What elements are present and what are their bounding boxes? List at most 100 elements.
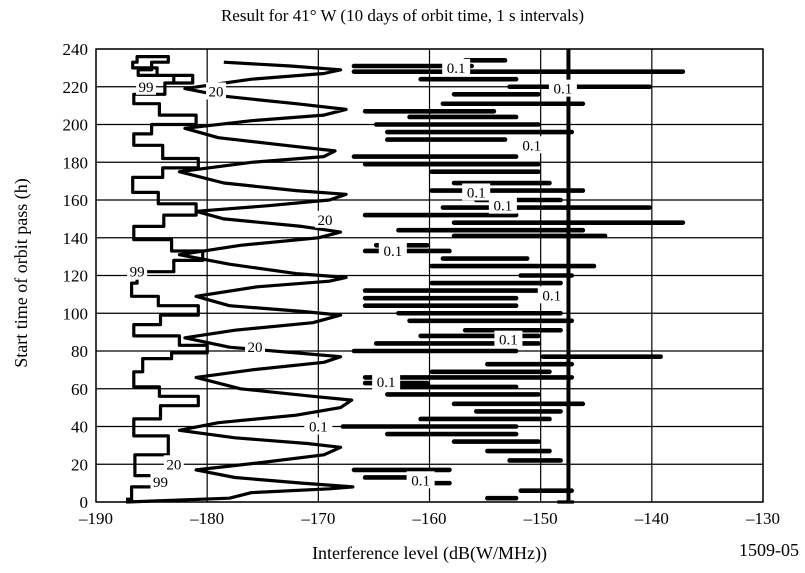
interference-bar <box>429 169 541 174</box>
y-tick-label: 220 <box>63 78 89 97</box>
contour-label: 0.1 <box>442 58 471 77</box>
svg-text:0.1: 0.1 <box>499 333 518 349</box>
interference-bar <box>362 288 552 293</box>
interference-bar <box>362 295 519 301</box>
svg-text:0.1: 0.1 <box>554 82 573 98</box>
interference-bar <box>451 233 608 239</box>
svg-text:0.1: 0.1 <box>522 138 541 154</box>
interference-bar <box>362 108 497 114</box>
interference-bar <box>385 431 519 437</box>
contour-labels: 99 99 99 20 20 20 20 0.1 0.1 0.1 0.1 0.1 0.1 0.1 0.1 0.… <box>127 58 577 491</box>
interference-bar <box>429 188 586 193</box>
interference-bar <box>351 348 519 354</box>
contour-label: 0.1 <box>494 330 523 349</box>
svg-text:0.1: 0.1 <box>383 244 402 260</box>
y-tick-label: 180 <box>63 153 89 172</box>
x-tick-label: –170 <box>300 509 335 528</box>
contour-label: 0.1 <box>406 471 435 489</box>
interference-bar <box>540 354 663 359</box>
interference-bar <box>396 227 586 233</box>
interference-bar <box>362 303 519 308</box>
interference-bar <box>351 467 452 473</box>
svg-text:0.1: 0.1 <box>309 420 328 436</box>
svg-text:0.1: 0.1 <box>542 288 561 304</box>
y-axis-label: Start time of orbit pass (h) <box>11 178 31 368</box>
interference-bar <box>429 280 563 286</box>
interference-bar <box>429 369 552 375</box>
interference-bar <box>451 439 541 444</box>
svg-text:20: 20 <box>209 84 224 100</box>
y-tick-label: 80 <box>71 342 88 361</box>
interference-bar <box>507 84 652 90</box>
interference-bar <box>373 384 519 390</box>
contour-label: 0.1 <box>488 196 517 215</box>
interference-bar <box>485 495 519 501</box>
interference-bar <box>451 92 541 97</box>
y-tick-label: 240 <box>63 40 89 59</box>
interference-bar <box>440 256 530 261</box>
figure-id: 1509-05 <box>739 540 799 560</box>
interference-bar <box>462 58 508 63</box>
interference-bar <box>518 488 575 493</box>
interference-bar <box>462 327 563 333</box>
interference-bar <box>473 409 563 414</box>
interference-bar <box>385 392 541 397</box>
svg-text:0.1: 0.1 <box>493 199 512 215</box>
svg-text:0.1: 0.1 <box>411 473 430 489</box>
interference-bar <box>385 129 575 135</box>
contour-label: 20 <box>163 455 184 473</box>
x-tick-label: –130 <box>745 509 780 528</box>
interference-bar <box>351 154 519 159</box>
interference-bar <box>351 69 686 74</box>
y-tick-label: 120 <box>63 267 89 286</box>
chart-title: Result for 41° W (10 days of orbit time,… <box>220 6 585 25</box>
interference-bar <box>362 248 452 254</box>
contour-label: 0.1 <box>378 241 407 260</box>
interference-bar <box>373 122 541 127</box>
interference-bar <box>507 458 563 463</box>
y-tick-label: 160 <box>63 191 89 210</box>
svg-text:99: 99 <box>153 475 168 491</box>
plot-area-frame <box>95 48 764 503</box>
x-axis-label: Interference level (dB(W/MHz)) <box>312 543 547 563</box>
svg-text:20: 20 <box>247 340 262 356</box>
y-tick-label: 100 <box>63 304 89 323</box>
interference-bar <box>340 424 519 429</box>
svg-text:99: 99 <box>130 265 145 281</box>
svg-text:0.1: 0.1 <box>467 185 486 201</box>
contour-label: 20 <box>244 338 265 356</box>
x-tick-label: –150 <box>523 509 558 528</box>
y-tick-label: 20 <box>71 455 88 474</box>
interference-bar <box>429 263 597 269</box>
y-tick-label: 40 <box>71 418 88 437</box>
x-tick-label: –190 <box>78 509 113 528</box>
contour-label: 20 <box>206 82 227 100</box>
x-tick-label: –160 <box>412 509 447 528</box>
tick-labels: –190 –180 –170 –160 –150 –140 –130 0 20 40 60 80 100… <box>63 40 781 528</box>
interference-bar <box>440 101 586 107</box>
contour-label: 0.1 <box>517 136 546 154</box>
interference-bar <box>362 375 575 380</box>
svg-text:20: 20 <box>318 213 333 229</box>
interference-bar <box>362 161 541 167</box>
interference-bar <box>485 448 552 454</box>
interference-bar <box>418 416 552 422</box>
contour-label: 20 <box>315 210 336 229</box>
interference-bar <box>407 318 575 324</box>
contour-label: 99 <box>136 77 157 96</box>
interference-bar <box>440 205 652 210</box>
series-20-contour <box>125 60 355 504</box>
interference-bar <box>407 114 519 120</box>
interference-bar <box>396 310 563 316</box>
y-tick-label: 200 <box>63 116 89 135</box>
interference-bar <box>385 137 508 142</box>
svg-text:20: 20 <box>166 457 181 473</box>
series-99-contour <box>126 54 209 501</box>
contour-label: 99 <box>150 473 171 491</box>
interference-bar <box>418 76 519 82</box>
x-tick-label: –140 <box>634 509 669 528</box>
contour-label: 0.1 <box>372 373 401 391</box>
contour-label: 0.1 <box>462 183 491 201</box>
svg-text:0.1: 0.1 <box>377 375 396 391</box>
